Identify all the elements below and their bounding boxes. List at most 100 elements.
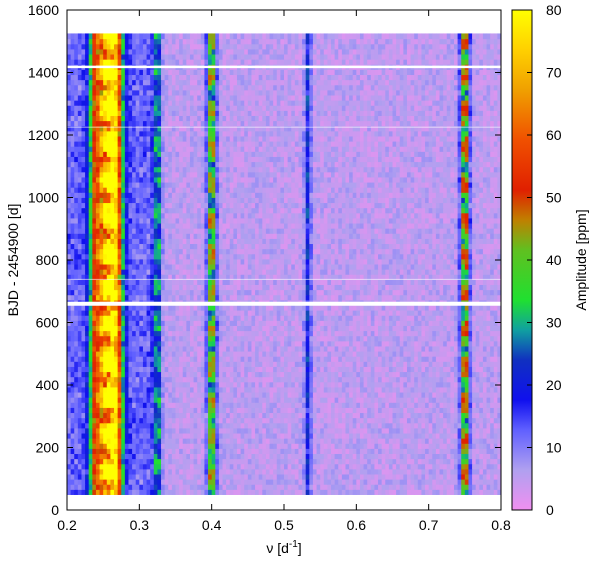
heatmap-cell (425, 402, 430, 408)
heatmap-cell (327, 356, 332, 362)
heatmap-cell (121, 371, 126, 378)
heatmap-cell (95, 350, 101, 357)
heatmap-cell (121, 432, 126, 439)
heatmap-cell (331, 479, 336, 485)
heatmap-cell (168, 304, 173, 311)
heatmap-cell (490, 284, 495, 291)
heatmap-cell (284, 350, 289, 357)
heatmap-cell (443, 443, 448, 449)
heatmap-cell (356, 320, 361, 326)
heatmap-cell (85, 330, 90, 337)
heatmap-cell (388, 350, 394, 357)
heatmap-cell (359, 381, 365, 388)
heatmap-cell (215, 330, 220, 337)
heatmap-cell (291, 443, 296, 449)
heatmap-cell (352, 294, 357, 301)
heatmap-cell (168, 340, 173, 347)
heatmap-cell (251, 356, 256, 362)
heatmap-cell (497, 386, 501, 393)
heatmap-cell (215, 386, 220, 393)
heatmap-cell (262, 345, 267, 352)
heatmap-cell (450, 417, 455, 424)
heatmap-cell (142, 489, 148, 495)
heatmap-cell (406, 340, 412, 347)
heatmap-cell (74, 381, 79, 388)
heatmap-cell (457, 345, 462, 352)
heatmap-cell (226, 432, 231, 439)
heatmap-cell (265, 473, 271, 480)
heatmap-cell (142, 366, 148, 373)
heatmap-cell (464, 422, 470, 429)
heatmap-cell (406, 376, 412, 383)
heatmap-cell (175, 381, 180, 388)
heatmap-cell (193, 412, 198, 419)
heatmap-cell (425, 381, 430, 388)
heatmap-cell (103, 366, 108, 373)
heatmap-cell (345, 417, 350, 424)
heatmap-cell (482, 473, 488, 480)
heatmap-cell (189, 458, 195, 465)
heatmap-cell (182, 325, 187, 332)
heatmap-cell (497, 325, 501, 332)
heatmap-cell (493, 417, 498, 424)
heatmap-cell (359, 468, 365, 475)
heatmap-cell (291, 484, 296, 490)
heatmap-cell (179, 412, 184, 419)
heatmap-cell (236, 376, 242, 383)
heatmap-cell (269, 448, 274, 454)
heatmap-cell (132, 310, 137, 316)
heatmap-cell (378, 453, 383, 460)
heatmap-cell (146, 458, 151, 465)
heatmap-cell (229, 304, 234, 311)
heatmap-cell (294, 438, 300, 444)
heatmap-cell (171, 453, 177, 460)
heatmap-cell (345, 340, 350, 347)
heatmap-cell (392, 463, 397, 470)
heatmap-cell (446, 432, 451, 439)
heatmap-cell (388, 330, 394, 337)
heatmap-cell (85, 412, 90, 419)
heatmap-cell (103, 335, 108, 342)
heatmap-cell (370, 484, 376, 490)
heatmap-cell (312, 484, 318, 490)
heatmap-cell (204, 304, 209, 311)
heatmap-cell (468, 473, 473, 480)
heatmap-cell (164, 407, 169, 414)
heatmap-cell (226, 386, 231, 393)
heatmap-cell (327, 463, 332, 470)
heatmap-cell (345, 397, 350, 403)
heatmap-cell (464, 453, 470, 460)
heatmap-cell (468, 448, 473, 454)
heatmap-cell (226, 356, 231, 362)
heatmap-cell (302, 356, 307, 362)
heatmap-cell (464, 325, 470, 332)
heatmap-cell (121, 361, 126, 367)
heatmap-cell (331, 325, 336, 332)
heatmap-cell (493, 397, 498, 403)
heatmap-cell (378, 350, 383, 357)
heatmap-cell (399, 386, 404, 393)
heatmap-cell (92, 366, 97, 373)
heatmap-cell (443, 386, 448, 393)
heatmap-cell (186, 468, 191, 475)
heatmap-cell (291, 289, 296, 296)
heatmap-cell (92, 361, 97, 367)
heatmap-cell (338, 412, 343, 419)
heatmap-cell (175, 284, 180, 291)
heatmap-cell (410, 335, 415, 342)
heatmap-cell (77, 381, 83, 388)
heatmap-cell (490, 350, 495, 357)
heatmap-cell (92, 438, 97, 444)
heatmap-cell (392, 289, 397, 296)
heatmap-cell (193, 279, 198, 285)
heatmap-cell (168, 427, 173, 434)
heatmap-cell (175, 279, 180, 285)
heatmap-cell (215, 350, 220, 357)
heatmap-cell (70, 279, 75, 285)
heatmap-cell (135, 473, 140, 480)
heatmap-cell (236, 315, 242, 321)
heatmap-cell (414, 391, 419, 398)
heatmap-cell (142, 284, 148, 291)
heatmap-cell (294, 443, 300, 449)
heatmap-cell (396, 438, 401, 444)
